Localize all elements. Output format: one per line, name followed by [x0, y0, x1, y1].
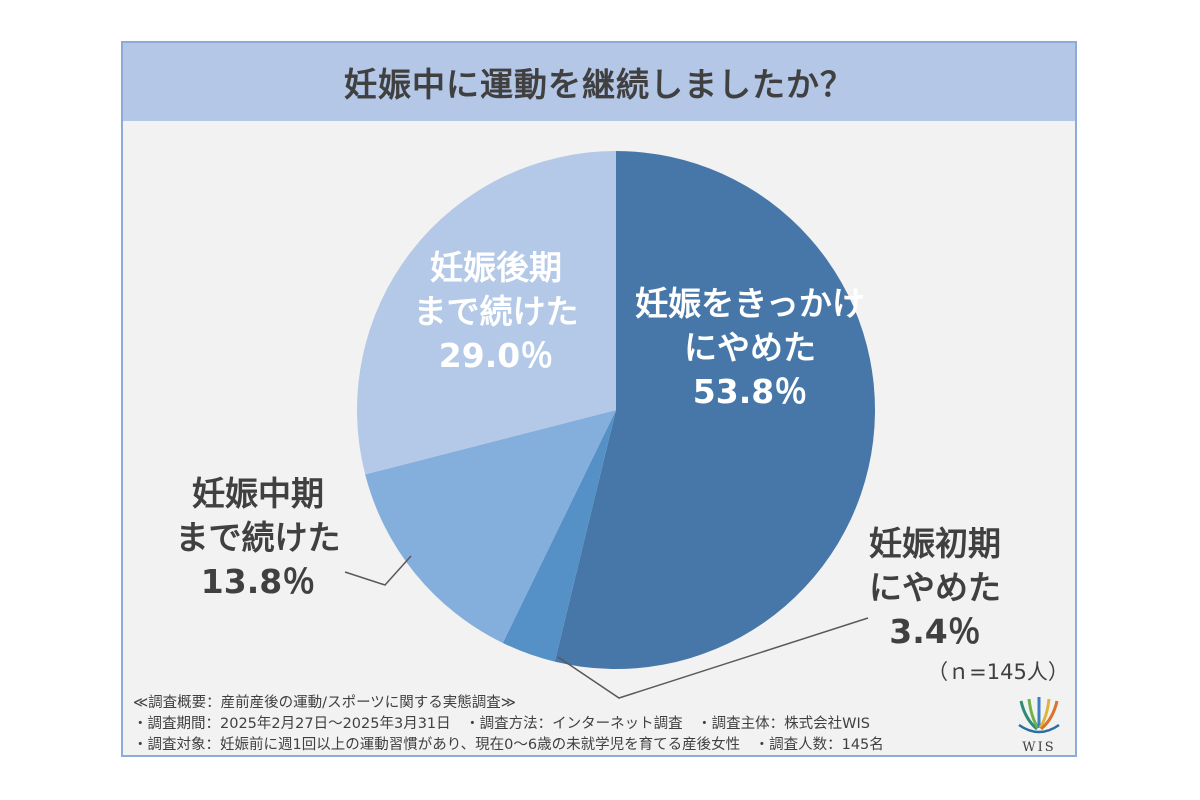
survey-notes: ≪調査概要：産前産後の運動/スポーツに関する実態調査≫ ・調査期間：2025年2…: [133, 693, 884, 756]
wis-logo-icon: WIS: [1018, 697, 1060, 755]
slice-label-0: にやめた: [684, 328, 816, 367]
survey-overview: ≪調査概要：産前産後の運動/スポーツに関する実態調査≫: [133, 695, 516, 711]
chart-frame: 妊娠中に運動を継続しましたか？ 妊娠をきっかけ にやめた 53.8％ 妊娠初期 にやめた…: [121, 41, 1077, 757]
slice-percent-3: 29.0％: [439, 336, 553, 375]
slice-label-3: 妊娠後期: [430, 248, 562, 287]
slice-percent-1: 3.4％: [889, 612, 980, 651]
leader-line-2: [344, 555, 412, 586]
pie-slice-2: [365, 410, 616, 643]
slice-percent-2: 13.8％: [201, 562, 315, 601]
pie-chart: 妊娠をきっかけにやめた53.8％妊娠初期にやめた3.4％妊娠中期まで続けた13.…: [176, 151, 1069, 699]
title-bar: 妊娠中に運動を継続しましたか？: [123, 43, 1075, 121]
pie-slice-1: [502, 410, 616, 662]
survey-target: ・調査対象：妊娠前に週1回以上の運動習慣があり、現在0～6歳の未就学児を育てる産…: [133, 737, 884, 753]
slice-label-2: 妊娠中期: [192, 474, 324, 513]
slice-label-2: まで続けた: [176, 518, 341, 557]
logo-text: WIS: [1022, 740, 1055, 755]
pie-slice-0: [554, 151, 876, 670]
slice-label-1: にやめた: [869, 568, 1001, 607]
slice-label-0: 妊娠をきっかけ: [635, 284, 865, 323]
sample-size-note: （ｎ=145人）: [927, 660, 1069, 684]
leader-line-1: [557, 617, 869, 699]
slice-label-1: 妊娠初期: [869, 524, 1001, 563]
slice-label-3: まで続けた: [414, 292, 579, 331]
slice-percent-0: 53.8％: [693, 372, 807, 411]
survey-period-method: ・調査期間：2025年2月27日～2025年3月31日 ・調査方法：インターネッ…: [133, 716, 870, 732]
pie-slice-3: [357, 151, 616, 475]
chart-title: 妊娠中に運動を継続しましたか？: [344, 65, 854, 104]
